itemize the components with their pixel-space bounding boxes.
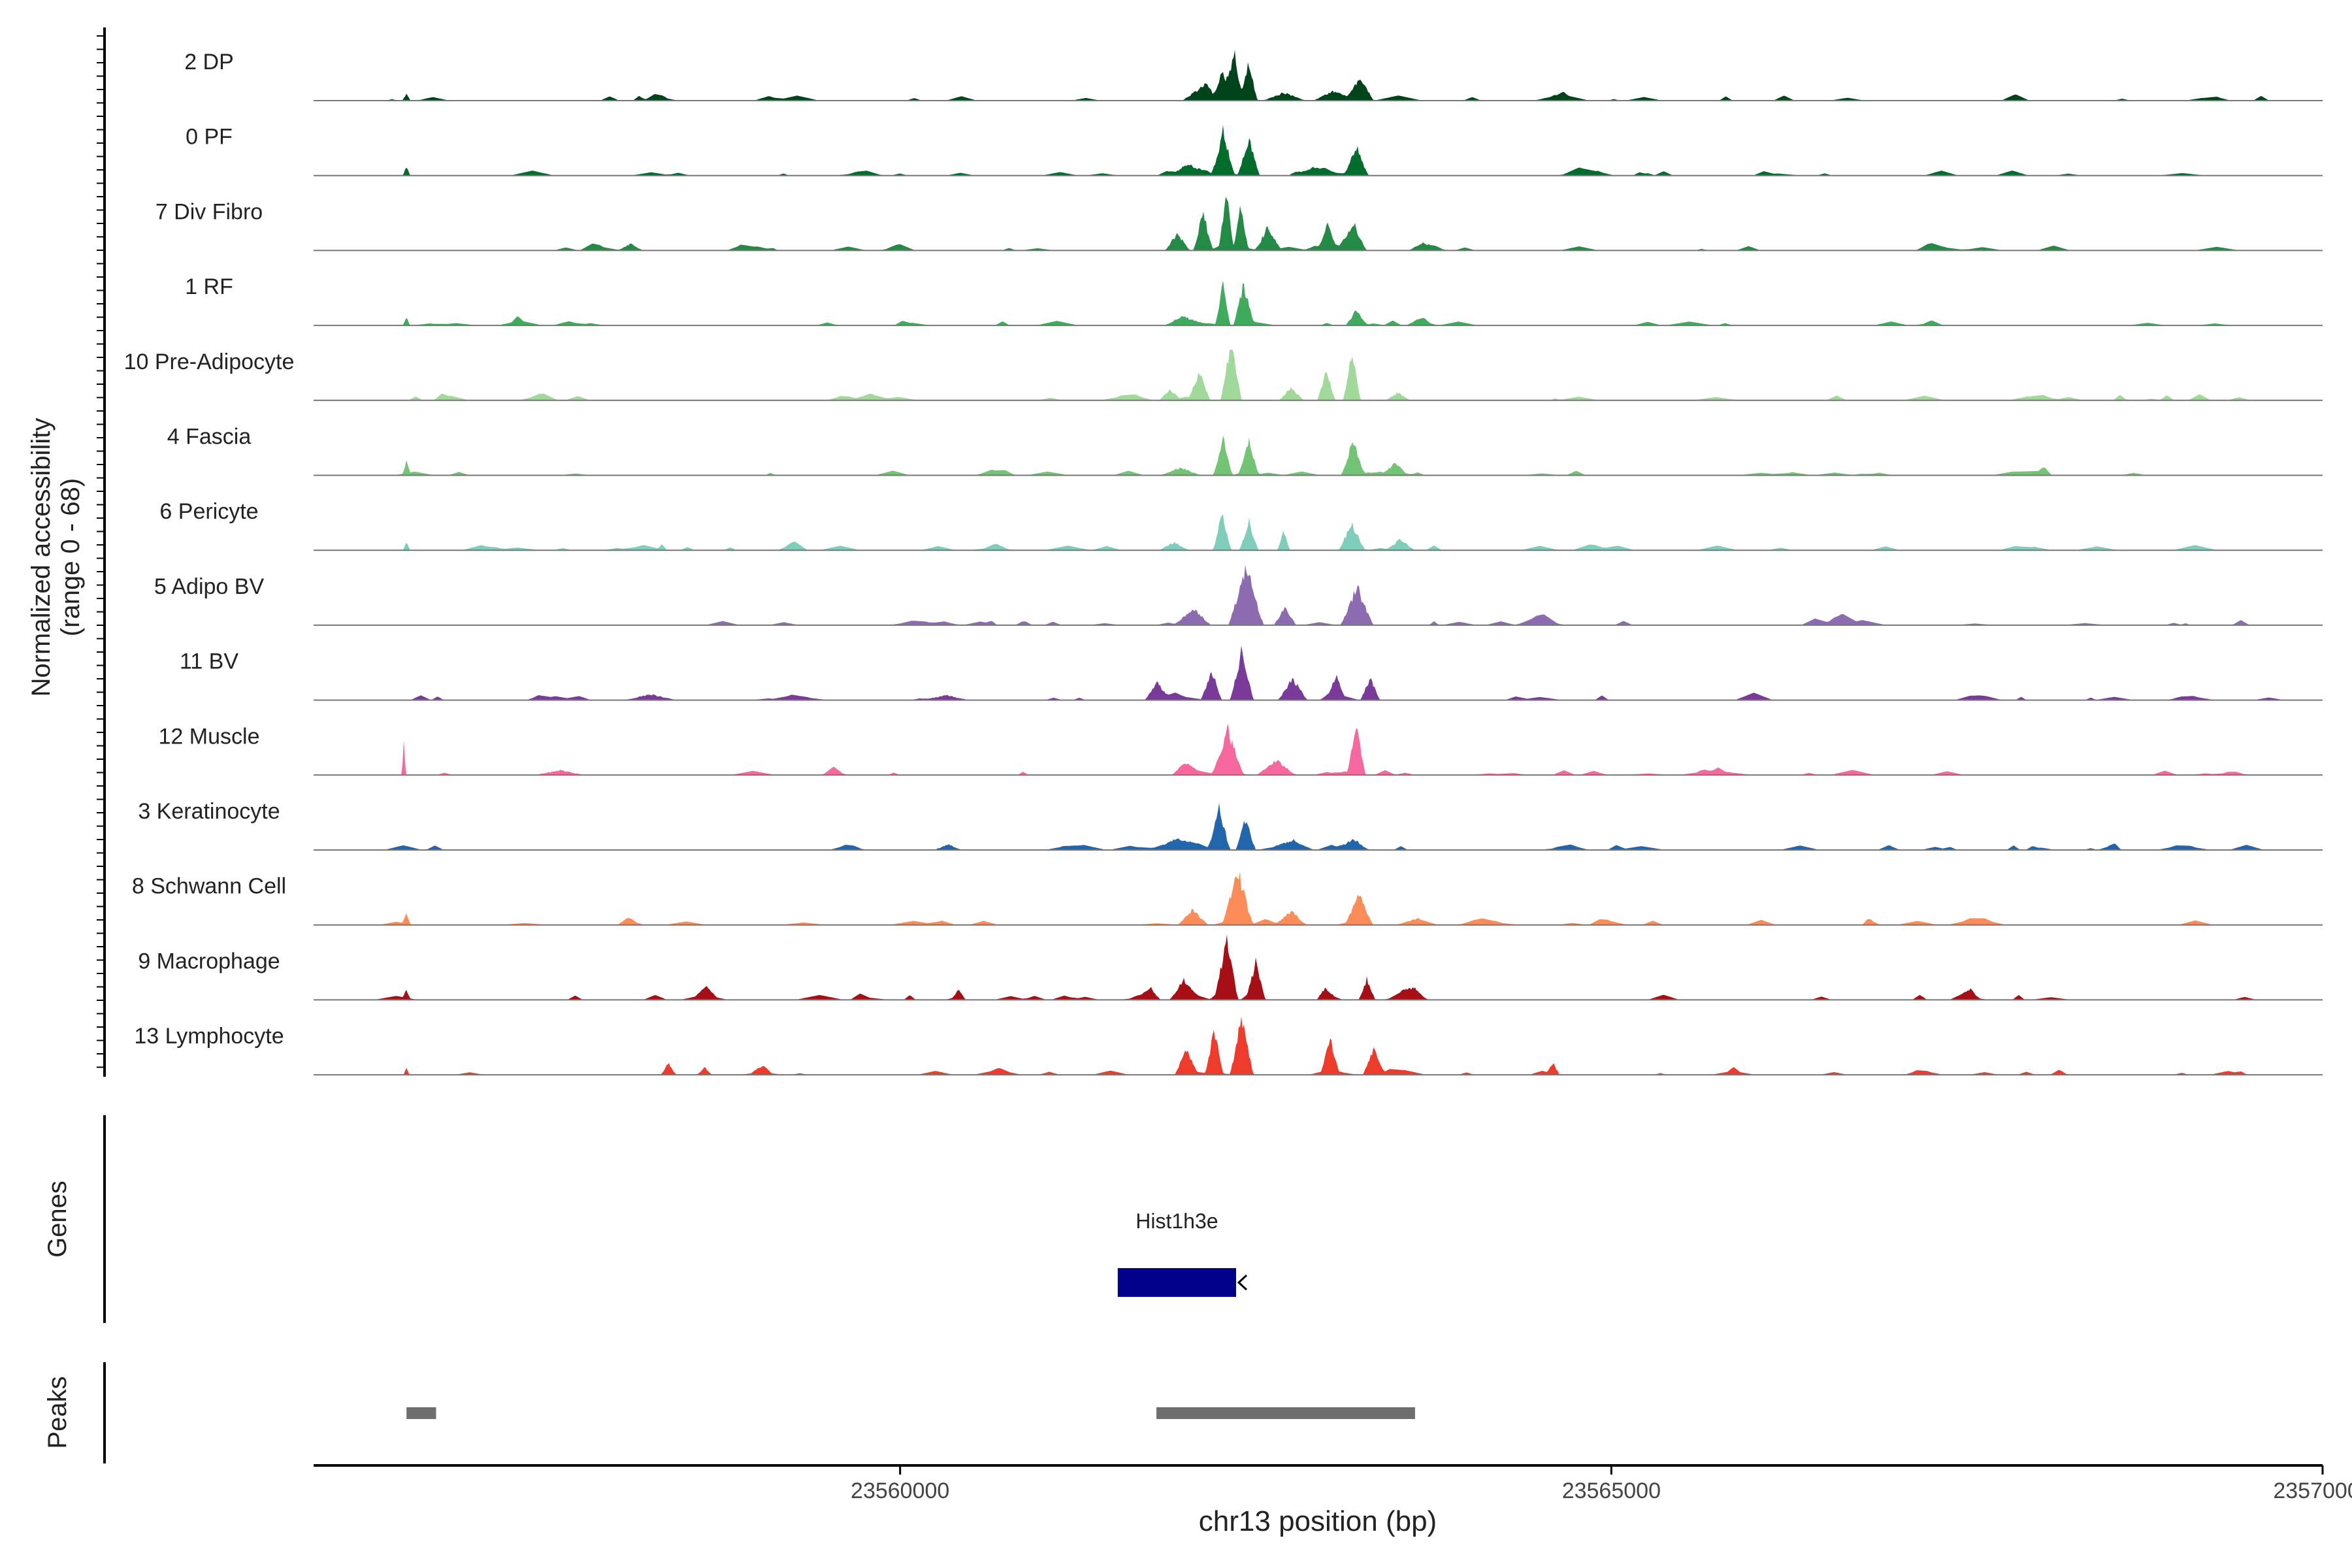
- track-label: 4 Fascia: [167, 425, 252, 449]
- track-12: 8 Schwann Cell: [132, 871, 2323, 926]
- gene-label: Hist1h3e: [1135, 1209, 1218, 1233]
- track-label: 2 DP: [184, 50, 234, 74]
- track-label: 3 Keratinocyte: [138, 799, 280, 824]
- track-label: 8 Schwann Cell: [132, 874, 286, 899]
- track-1: 2 DP: [184, 50, 2323, 101]
- track-panel: 2 DP 0 PF 7 Div Fibro 1 RF 10 Pre-Adipocyte 4…: [124, 50, 2323, 1076]
- track-10: 12 Muscle: [159, 724, 2323, 776]
- gene-track: Hist1h3e: [1117, 1209, 1247, 1297]
- track-5: 10 Pre-Adipocyte: [124, 349, 2323, 401]
- coverage-area: [314, 125, 2323, 176]
- track-label: 7 Div Fibro: [155, 199, 263, 224]
- y-axis-label: Normalized accessibility: [27, 418, 56, 697]
- track-label: 1 RF: [185, 274, 233, 299]
- coverage-area: [314, 871, 2323, 925]
- coverage-area: [314, 934, 2323, 1000]
- accessibility-axis: [97, 27, 106, 1077]
- coverage-area: [314, 197, 2323, 251]
- track-label: 13 Lymphocyte: [134, 1024, 284, 1049]
- track-label: 9 Macrophage: [138, 949, 280, 973]
- y-axis-range-label: (range 0 - 68): [56, 478, 85, 636]
- x-axis-label: chr13 position (bp): [1199, 1505, 1437, 1537]
- peak-region: [1156, 1407, 1415, 1419]
- coverage-area: [314, 280, 2323, 326]
- genes-panel-label: Genes: [43, 1181, 72, 1258]
- track-11: 3 Keratinocyte: [138, 799, 2323, 851]
- track-4: 1 RF: [185, 274, 2323, 327]
- track-label: 11 BV: [180, 649, 238, 674]
- peaks-track: [406, 1407, 1415, 1419]
- track-8: 5 Adipo BV: [154, 564, 2323, 626]
- peaks-panel-label: Peaks: [43, 1376, 72, 1448]
- coverage-area: [314, 645, 2323, 700]
- strand-arrow-icon: [1237, 1274, 1247, 1291]
- track-label: 5 Adipo BV: [154, 574, 265, 599]
- track-3: 7 Div Fibro: [155, 197, 2323, 252]
- coverage-area: [314, 564, 2323, 625]
- peak-region: [406, 1407, 436, 1419]
- x-axis-ticks: 23560000 23565000 23570000: [851, 1465, 2352, 1503]
- coverage-area: [314, 435, 2323, 476]
- coverage-area: [314, 514, 2323, 551]
- track-label: 0 PF: [186, 125, 233, 150]
- track-2: 0 PF: [186, 125, 2323, 176]
- coverage-area: [314, 349, 2323, 400]
- track-label: 10 Pre-Adipocyte: [124, 350, 295, 374]
- track-label: 6 Pericyte: [159, 499, 258, 524]
- track-label: 12 Muscle: [159, 724, 260, 749]
- coverage-area: [314, 50, 2323, 101]
- track-14: 13 Lymphocyte: [134, 1016, 2323, 1076]
- coverage-area: [314, 1016, 2323, 1075]
- x-tick-label: 23570000: [2273, 1478, 2352, 1503]
- track-9: 11 BV: [180, 645, 2323, 701]
- track-7: 6 Pericyte: [159, 499, 2323, 551]
- x-tick-label: 23565000: [1562, 1478, 1661, 1503]
- coverage-area: [314, 724, 2323, 776]
- coverage-area: [314, 803, 2323, 850]
- track-6: 4 Fascia: [167, 425, 2323, 476]
- gene-body: [1117, 1268, 1236, 1297]
- track-13: 9 Macrophage: [138, 934, 2323, 1001]
- x-tick-label: 23560000: [851, 1478, 949, 1503]
